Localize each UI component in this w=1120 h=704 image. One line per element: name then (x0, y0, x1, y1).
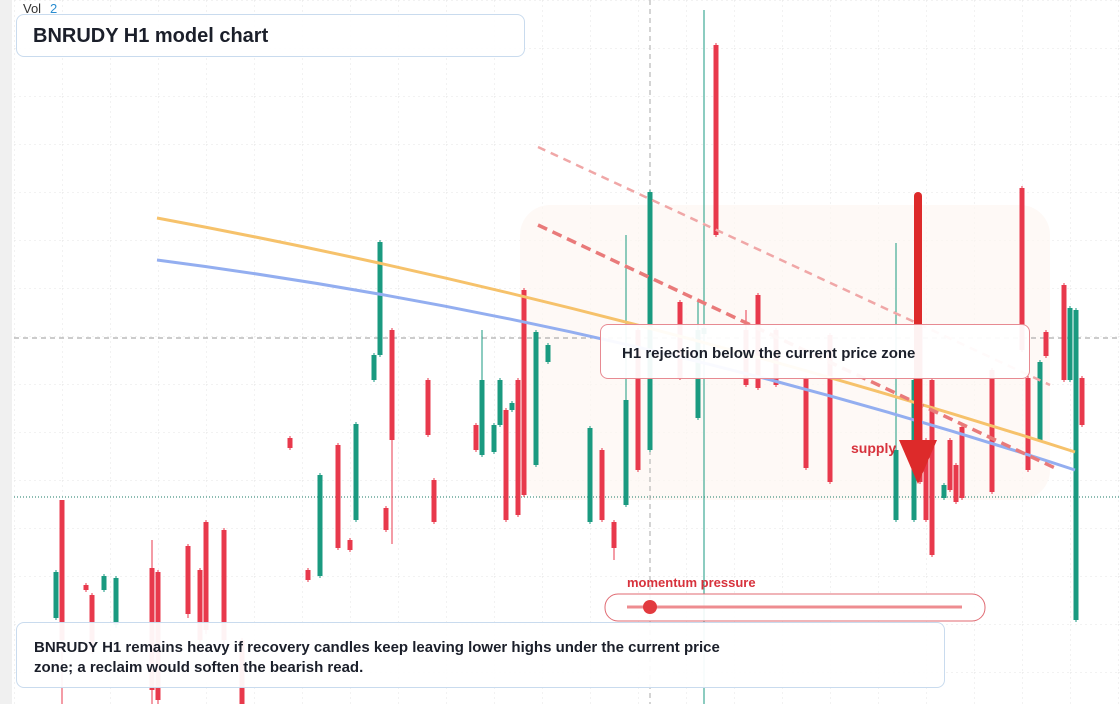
candle-body (827, 335, 833, 482)
candle-body (431, 480, 437, 522)
candle-body (509, 403, 515, 410)
candle-body (317, 475, 323, 576)
candle-body (647, 192, 653, 450)
avg-line (156, 216, 1076, 454)
candle-body (611, 522, 617, 548)
candle-body (305, 570, 311, 580)
candle-body (959, 427, 965, 498)
candle-body (335, 445, 341, 548)
candle-body (113, 578, 119, 625)
trend-line (537, 145, 1051, 387)
candle-body (893, 450, 899, 520)
candle-body (635, 330, 641, 470)
title-box: BNRUDY H1 model chart (16, 14, 525, 57)
candle-body (1025, 378, 1031, 470)
candle-body (185, 546, 191, 614)
candle-body (389, 330, 395, 440)
candle-body (383, 508, 389, 530)
candle-body (347, 540, 353, 550)
candle-body (101, 576, 107, 590)
candle-body (1073, 310, 1079, 620)
candle-body (533, 332, 539, 465)
candle-body (377, 242, 383, 355)
candle-body (989, 370, 995, 492)
candle-body (1067, 308, 1073, 380)
arrow-head (899, 440, 937, 484)
candle-body (473, 425, 479, 450)
side-strip (0, 0, 12, 704)
volume-label: Vol (23, 1, 42, 16)
chart-title: BNRUDY H1 model chart (33, 25, 269, 47)
candle-body (953, 465, 959, 502)
candle-body (371, 355, 377, 380)
candle-body (221, 530, 227, 640)
candle-body (503, 410, 509, 520)
gauge-label: momentum pressure (627, 575, 756, 590)
candle-body (545, 345, 551, 362)
candle-body (521, 290, 527, 495)
volume-value: 2 (50, 1, 58, 16)
candle-body (941, 485, 947, 498)
callout: H1 rejection below the current price zon… (622, 345, 916, 362)
candle-body (713, 45, 719, 235)
candle-body (803, 378, 809, 468)
candle-body (479, 380, 485, 455)
candle-body (1019, 188, 1025, 350)
candle-body (497, 380, 503, 425)
candle-body (83, 585, 89, 590)
candle-body (491, 425, 497, 452)
caption-box: BNRUDY H1 remains heavy if recovery cand… (16, 622, 945, 688)
candle-body (587, 428, 593, 522)
caption: BNRUDY H1 remains heavy if recovery cand… (34, 639, 720, 676)
candle-body (929, 380, 935, 555)
candle-body (203, 522, 209, 630)
callout-box: H1 rejection below the current price zon… (600, 324, 1030, 379)
gauge-knob (643, 600, 657, 614)
candle-body (623, 400, 629, 505)
candle-body (287, 438, 293, 448)
candle-body (353, 424, 359, 520)
candle-body (1061, 285, 1067, 380)
candle-body (947, 440, 953, 490)
candle-body (599, 450, 605, 520)
candle-body (1043, 332, 1049, 356)
candle-body (515, 380, 521, 515)
candle-body (1037, 362, 1043, 440)
candle-body (923, 440, 929, 520)
candle-body (197, 570, 203, 640)
candle-body (53, 572, 59, 618)
candle-body (59, 500, 65, 640)
candle-body (1079, 378, 1085, 425)
zone-label: supply (851, 440, 897, 456)
candle-body (425, 380, 431, 435)
